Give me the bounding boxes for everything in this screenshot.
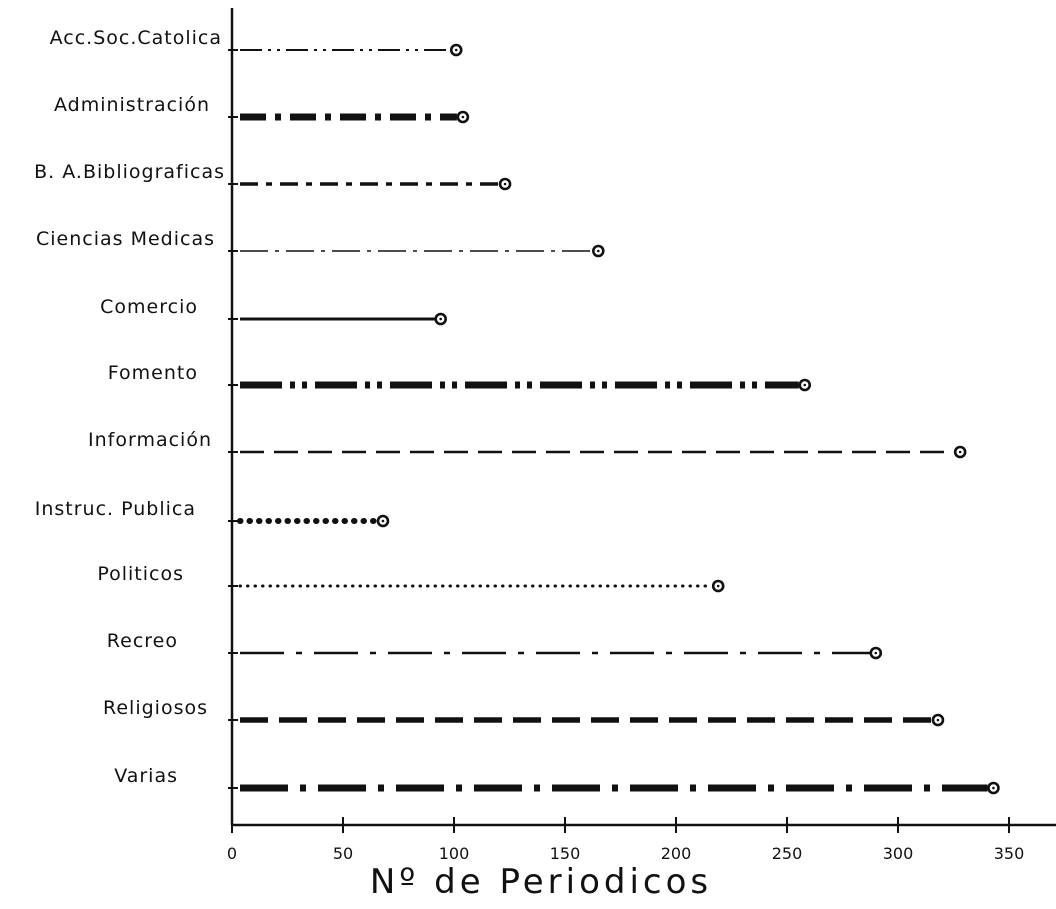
category-label-religiosos: Religiosos	[103, 697, 208, 719]
lollipop-head-center-administracion	[461, 115, 465, 119]
lollipop-head-center-acc-soc-catolica	[454, 48, 458, 52]
lollipop-head-center-politicos	[716, 584, 720, 588]
category-label-recreo: Recreo	[107, 630, 178, 652]
lollipop-head-center-ciencias-medicas	[597, 249, 600, 253]
category-labels: Acc.Soc.Catolica Administración B. A.Bibli…	[34, 27, 225, 787]
x-tick-label-150: 150	[550, 844, 581, 863]
category-label-ciencias-medicas: Ciencias Medicas	[36, 228, 215, 250]
x-tick-label-100: 100	[439, 844, 470, 863]
category-label-acc-soc-catolica: Acc.Soc.Catolica	[50, 27, 222, 49]
category-label-b-a-bibliograficas: B. A.Bibliograficas	[34, 161, 225, 183]
x-axis-title: Nº de Periodicos	[370, 862, 712, 902]
category-label-comercio: Comercio	[100, 296, 198, 318]
lollipop-head-center-b-a-bibliograficas	[503, 182, 507, 186]
lollipop-head-center-religiosos	[936, 718, 940, 722]
lollipop-head-center-recreo	[874, 651, 878, 655]
x-tick-label-200: 200	[661, 844, 692, 863]
x-tick-label-50: 50	[333, 844, 353, 863]
x-tick-label-0: 0	[227, 844, 237, 863]
category-label-instruc-publica: Instruc. Publica	[35, 498, 196, 520]
x-tick-label-300: 300	[883, 844, 914, 863]
lollipop-head-center-varias	[992, 786, 995, 790]
category-label-fomento: Fomento	[108, 362, 198, 384]
category-label-varias: Varias	[114, 765, 178, 787]
plot-area	[228, 43, 1000, 795]
lollipop-head-center-informacion	[958, 450, 962, 454]
category-label-informacion: Información	[88, 429, 212, 451]
x-tick-label-250: 250	[772, 844, 803, 863]
category-label-politicos: Politicos	[97, 563, 184, 585]
x-tick-label-350: 350	[994, 844, 1025, 863]
category-label-administracion: Administración	[54, 94, 210, 116]
lollipop-head-center-comercio	[439, 317, 442, 321]
lollipop-head-center-instruc-publica	[381, 519, 385, 523]
lollipop-head-center-fomento	[803, 383, 807, 387]
